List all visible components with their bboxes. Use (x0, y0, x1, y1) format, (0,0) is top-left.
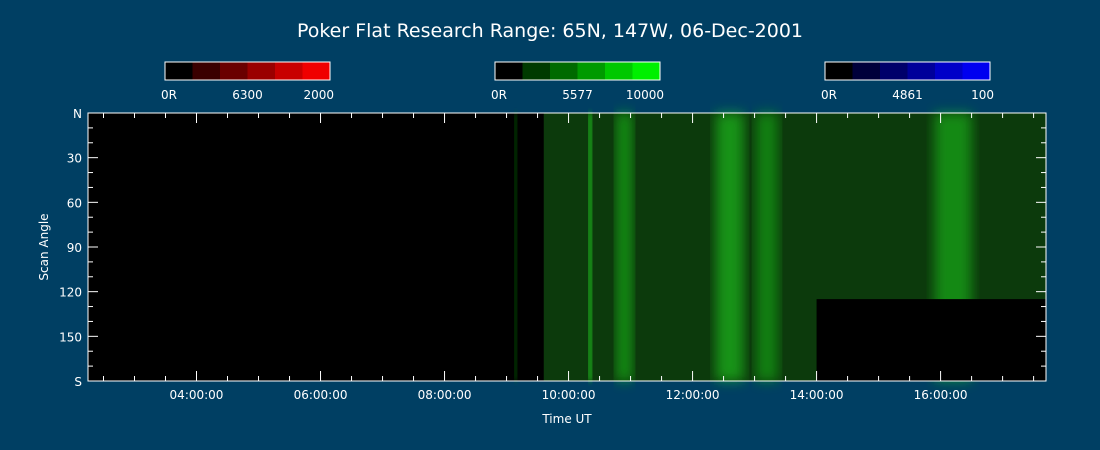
y-tick-label: 120 (59, 286, 82, 300)
colorbar-max-label: 10000 (626, 88, 664, 102)
emission-band (588, 113, 592, 381)
x-tick-label: 16:00:00 (914, 388, 968, 402)
colorbar-6300: 0R 6300 2000 (161, 61, 334, 102)
chart-title: Poker Flat Research Range: 65N, 147W, 06… (297, 20, 803, 42)
emission-layer (514, 113, 1046, 381)
x-tick-label: 04:00:00 (170, 388, 224, 402)
x-tick-label: 10:00:00 (542, 388, 596, 402)
colorbar-swatch (247, 62, 276, 80)
colorbar-wavelength-label: 5577 (562, 88, 593, 102)
colorbar-swatch (852, 62, 881, 80)
colorbar-swatch (192, 62, 221, 80)
no-data-region (816, 299, 1046, 381)
colorbar-legends: 0R 6300 2000 0R 5577 10000 0R 4861 100 (161, 61, 994, 102)
y-tick-label: 90 (67, 241, 82, 255)
colorbar-swatch (165, 62, 193, 80)
y-axis-label: Scan Angle (37, 213, 51, 280)
colorbar-swatch (577, 62, 606, 80)
colorbar-max-label: 100 (971, 88, 994, 102)
emission-band (756, 113, 778, 381)
emission-band (715, 113, 744, 381)
x-tick-label: 06:00:00 (294, 388, 348, 402)
y-axis-ticks: N 30 60 90 120 150 S (59, 107, 1046, 389)
emission-band (616, 113, 633, 381)
y-tick-label: 60 (67, 196, 82, 210)
colorbar-swatch (275, 62, 303, 80)
colorbar-swatch (632, 62, 661, 80)
x-tick-label: 14:00:00 (790, 388, 844, 402)
colorbar-swatch (550, 62, 578, 80)
colorbar-swatch (522, 62, 551, 80)
y-tick-label: S (74, 375, 82, 389)
colorbar-min-label: 0R (821, 88, 837, 102)
colorbar-frame (824, 61, 991, 81)
colorbar-swatch (935, 62, 963, 80)
colorbar-swatch (220, 62, 248, 80)
colorbar-min-label: 0R (491, 88, 507, 102)
colorbar-swatch (880, 62, 908, 80)
colorbar-frame (164, 61, 331, 81)
x-axis-ticks: 04:00:00 06:00:00 08:00:00 10:00:00 12:00:00… (103, 113, 1035, 402)
y-tick-label: 150 (59, 330, 82, 344)
colorbar-swatch (495, 62, 523, 80)
colorbar-swatch (302, 62, 331, 80)
colorbar-5577: 0R 5577 10000 (491, 61, 664, 102)
x-tick-label: 08:00:00 (418, 388, 472, 402)
y-tick-label: 30 (67, 152, 82, 166)
colorbar-wavelength-label: 4861 (892, 88, 923, 102)
x-tick-label: 12:00:00 (666, 388, 720, 402)
emission-band (514, 113, 517, 381)
colorbar-wavelength-label: 6300 (232, 88, 263, 102)
colorbar-swatch (605, 62, 633, 80)
colorbar-swatch (907, 62, 936, 80)
colorbar-4861: 0R 4861 100 (821, 61, 994, 102)
colorbar-max-label: 2000 (303, 88, 334, 102)
plot-area: 04:00:00 06:00:00 08:00:00 10:00:00 12:00:00… (59, 107, 1047, 402)
colorbar-frame (494, 61, 661, 81)
colorbar-min-label: 0R (161, 88, 177, 102)
colorbar-swatch (962, 62, 991, 80)
x-axis-label: Time UT (541, 412, 592, 426)
colorbar-swatch (825, 62, 853, 80)
y-tick-label: N (73, 107, 82, 121)
